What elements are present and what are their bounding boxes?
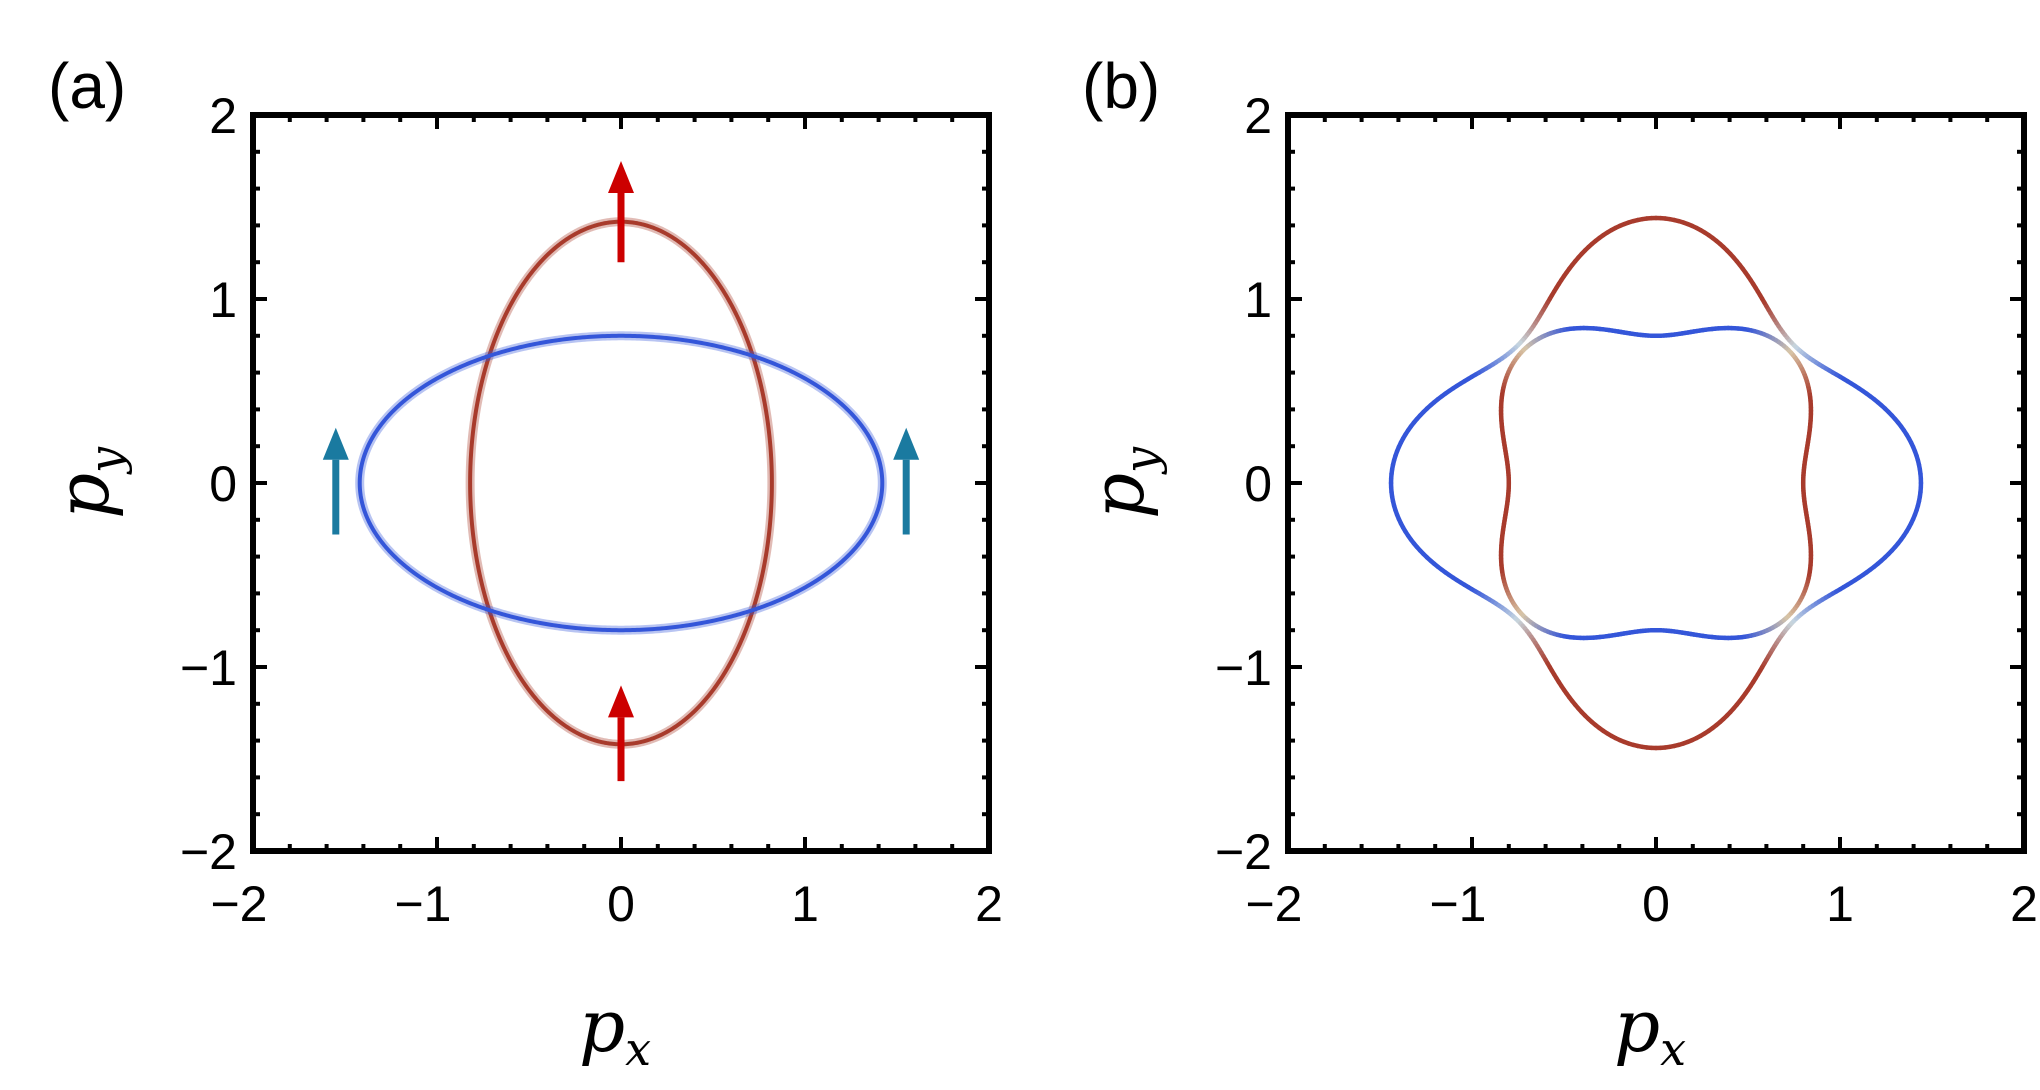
y-tick-label: −2: [180, 824, 237, 880]
x-axis-label-main: p: [1614, 984, 1660, 1068]
plot-frame: [1285, 112, 2027, 854]
y-tick-label: 2: [1244, 88, 1272, 144]
y-tick-label: 1: [209, 272, 237, 328]
x-tick-label: −1: [394, 876, 451, 932]
y-axis-label-main: p: [41, 473, 125, 519]
curve-blue-ellipse: [357, 333, 885, 633]
y-tick-label: 0: [209, 456, 237, 512]
x-tick-label: −2: [210, 876, 267, 932]
panel-label-a: (a): [48, 50, 126, 122]
y-tick-label: 1: [1244, 272, 1272, 328]
y-tick-label: −1: [180, 640, 237, 696]
y-axis-label-main: p: [1076, 473, 1160, 519]
y-tick-label: −1: [1215, 640, 1272, 696]
panel-label-b: (b): [1082, 50, 1160, 122]
x-tick-label: 1: [1826, 876, 1854, 932]
x-tick-label: −2: [1245, 876, 1302, 932]
arrow-head: [893, 427, 920, 460]
y-tick-label: −2: [1215, 824, 1272, 880]
x-axis-label-main: p: [579, 984, 625, 1068]
plot-frame: [250, 112, 992, 854]
x-tick-label: 2: [975, 876, 1003, 932]
y-tick-label: 2: [209, 88, 237, 144]
arrow-head: [608, 685, 634, 718]
arrow-head: [322, 427, 349, 460]
x-axis-label: px: [1614, 984, 1686, 1076]
x-axis-label: px: [579, 984, 651, 1076]
curve-red-ellipse: [468, 219, 774, 747]
x-tick-label: 0: [1642, 876, 1670, 932]
arrow-head: [608, 161, 634, 193]
y-axis-label: py: [1076, 446, 1168, 519]
x-tick-label: 1: [791, 876, 819, 932]
y-tick-label: 0: [1244, 456, 1272, 512]
x-tick-label: 2: [2010, 876, 2038, 932]
x-axis-label-sub: x: [625, 1022, 651, 1076]
y-axis-label: py: [41, 446, 133, 519]
x-tick-label: 0: [607, 876, 635, 932]
y-axis-label-sub: y: [79, 446, 133, 475]
x-axis-label-sub: x: [1660, 1022, 1686, 1076]
y-axis-label-sub: y: [1114, 446, 1168, 475]
x-tick-label: −1: [1429, 876, 1486, 932]
